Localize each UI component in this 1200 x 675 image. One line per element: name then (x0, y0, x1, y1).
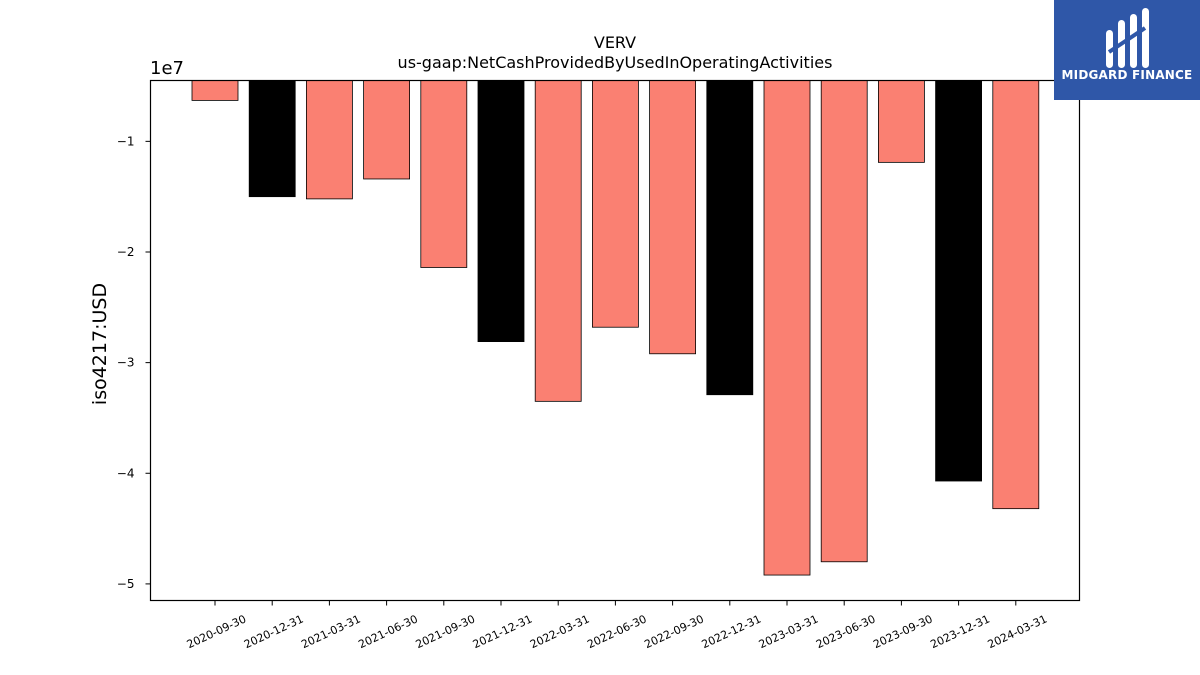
x-tick-label: 2021-12-31 (471, 612, 534, 651)
x-tick-label: 2022-09-30 (642, 612, 705, 651)
bar (592, 80, 639, 328)
bar (992, 80, 1040, 510)
x-tick-label: 2023-12-31 (928, 612, 991, 651)
y-axis-label: iso4217:USD (89, 283, 111, 405)
chart-title: VERV (594, 33, 636, 52)
bar (363, 80, 411, 180)
bar (305, 80, 353, 200)
x-tick-label: 2021-09-30 (414, 612, 477, 651)
plot-frame (149, 79, 1081, 602)
bar (935, 80, 982, 482)
bar (420, 80, 468, 268)
x-tick-label: 2021-03-31 (299, 612, 362, 651)
bar (477, 80, 525, 343)
bar (534, 80, 582, 402)
bar (706, 80, 754, 396)
y-tick-label: −4 (117, 466, 135, 480)
midgard-finance-logo: MIDGARD FINANCE (1054, 0, 1200, 100)
bar (820, 80, 868, 563)
x-tick-label: 2020-12-31 (242, 612, 305, 651)
x-tick-label: 2023-09-30 (871, 612, 934, 651)
x-tick-label: 2021-06-30 (356, 612, 419, 651)
y-tick-label: −1 (117, 134, 135, 148)
bar (248, 80, 296, 198)
bar (649, 80, 696, 355)
chart-subtitle: us-gaap:NetCashProvidedByUsedInOperating… (398, 53, 833, 72)
x-tick-label: 2023-06-30 (814, 612, 877, 651)
bar (878, 80, 925, 163)
x-tick-label: 2023-03-31 (757, 612, 820, 651)
x-tick-label: 2022-06-30 (585, 612, 648, 651)
y-tick-label: −5 (117, 577, 135, 591)
brand-name: MIDGARD FINANCE (1061, 68, 1193, 82)
y-tick-label: −2 (117, 245, 135, 259)
y-tick-label: −3 (117, 356, 135, 370)
y-axis-offset-label: 1e7 (150, 58, 184, 79)
bar (763, 80, 811, 576)
bar (191, 80, 239, 101)
x-tick-label: 2022-03-31 (528, 612, 591, 651)
x-tick-label: 2022-12-31 (700, 612, 763, 651)
x-tick-label: 2024-03-31 (986, 612, 1049, 651)
x-tick-label: 2020-09-30 (185, 612, 248, 651)
midgard-logo-icon (1106, 8, 1149, 68)
